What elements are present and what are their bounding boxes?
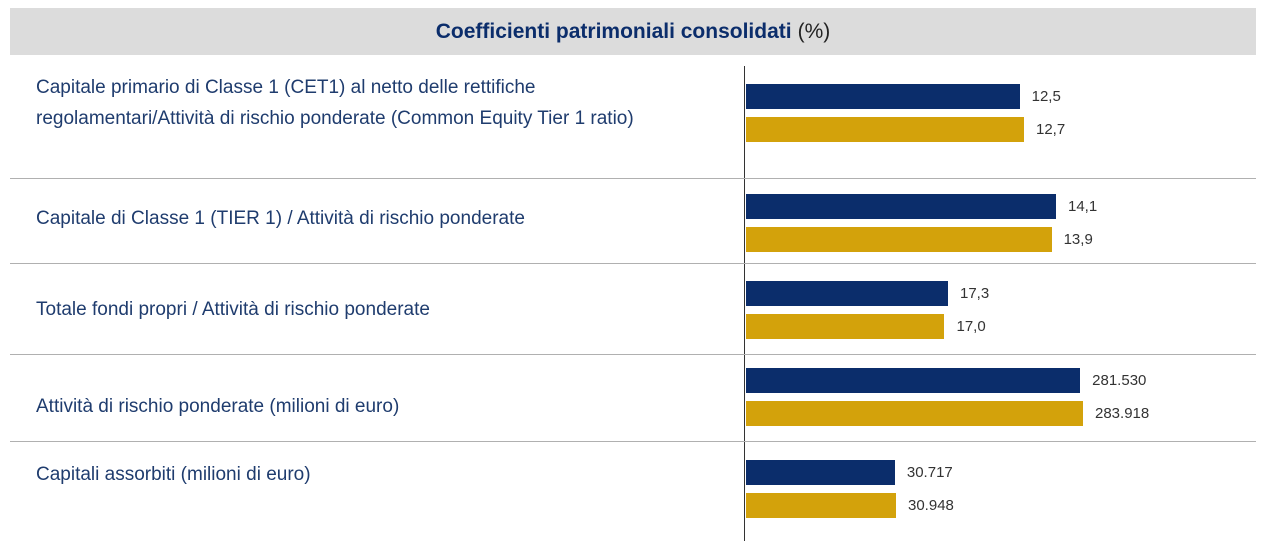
value-label: 14,1 <box>1068 198 1098 215</box>
row-label: Capitale di Classe 1 (TIER 1) / Attività… <box>36 208 525 229</box>
value-label: 17,3 <box>960 285 990 302</box>
title-unit: (%) <box>797 19 831 43</box>
bar <box>746 281 948 306</box>
value-label: 30.717 <box>906 464 953 481</box>
axis-line <box>744 66 745 541</box>
bar <box>746 368 1081 393</box>
row-separator <box>10 441 1256 442</box>
bar <box>746 84 1020 109</box>
bar <box>746 401 1083 426</box>
bar <box>746 117 1024 142</box>
header: Coefficienti patrimoniali consolidati (%… <box>10 8 1256 55</box>
bar <box>746 227 1052 252</box>
bar <box>746 314 945 339</box>
value-label: 12,7 <box>1036 121 1066 138</box>
bar <box>746 194 1056 219</box>
bar <box>746 493 896 518</box>
title: Coefficienti patrimoniali consolidati <box>435 19 792 43</box>
row-label: Capitale primario di Classe 1 (CET1) al … <box>36 77 634 129</box>
row-label: Capitali assorbiti (milioni di euro) <box>36 464 311 485</box>
value-label: 283.918 <box>1095 405 1150 422</box>
row-separator <box>10 263 1256 264</box>
row-separator <box>10 354 1256 355</box>
value-label: 12,5 <box>1031 88 1061 105</box>
row-label: Totale fondi propri / Attività di rischi… <box>36 299 430 320</box>
value-label: 30.948 <box>908 497 954 514</box>
bar <box>746 460 895 485</box>
row-label: Attività di rischio ponderate (milioni d… <box>36 396 400 417</box>
value-label: 13,9 <box>1063 231 1093 248</box>
row-separator <box>10 178 1256 179</box>
value-label: 17,0 <box>956 318 986 335</box>
value-label: 281.530 <box>1092 372 1147 389</box>
